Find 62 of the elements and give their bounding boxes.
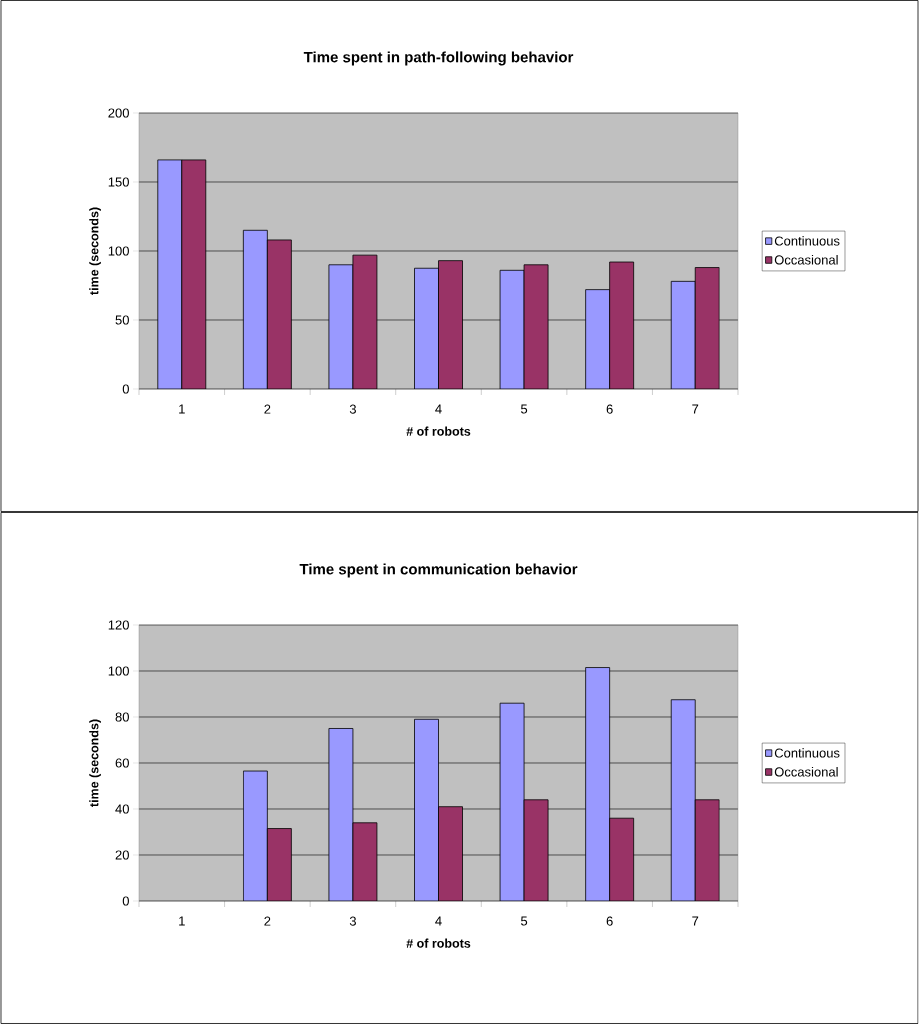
bar xyxy=(499,269,525,389)
bar xyxy=(585,289,611,389)
chart-title: Time spent in path-following behavior xyxy=(303,51,574,66)
bar xyxy=(266,239,292,389)
x-tick-label: 5 xyxy=(520,916,528,926)
bar xyxy=(438,260,463,389)
bar xyxy=(242,770,268,901)
x-axis-title: # of robots xyxy=(406,426,471,436)
y-tick-label: 80 xyxy=(115,712,129,722)
x-tick-label: 2 xyxy=(264,916,271,926)
bar xyxy=(609,817,635,901)
bar xyxy=(414,718,439,901)
bar xyxy=(328,728,354,901)
y-tick-label: 100 xyxy=(108,666,129,676)
x-tick-label: 6 xyxy=(606,404,613,414)
x-tick-label: 2 xyxy=(264,404,271,414)
y-tick-label: 50 xyxy=(115,315,129,325)
x-tick-label: 4 xyxy=(435,404,442,414)
x-tick-label: 6 xyxy=(606,916,613,926)
y-tick-label: 150 xyxy=(108,177,129,187)
bar xyxy=(499,702,525,901)
x-tick-label: 5 xyxy=(520,404,528,414)
bar xyxy=(181,159,207,389)
legend-label: Occasional xyxy=(774,254,838,265)
legend-label: Occasional xyxy=(774,766,838,777)
x-tick-label: 1 xyxy=(179,404,185,414)
y-tick-label: 120 xyxy=(108,620,129,630)
bar xyxy=(670,699,696,901)
y-tick-label: 0 xyxy=(122,896,129,906)
y-tick-label: 0 xyxy=(122,384,129,394)
bar xyxy=(414,267,439,389)
y-tick-label: 20 xyxy=(115,850,129,860)
y-tick-label: 200 xyxy=(108,108,129,118)
x-tick-label: 4 xyxy=(435,916,442,926)
bar xyxy=(157,159,183,389)
bar xyxy=(352,254,378,389)
bar xyxy=(523,264,549,389)
bar xyxy=(438,806,463,901)
x-tick-label: 1 xyxy=(179,916,185,926)
bar xyxy=(352,822,378,901)
bar xyxy=(242,229,268,389)
bar xyxy=(694,799,720,901)
y-tick-label: 100 xyxy=(108,246,129,256)
chart-title: Time spent in communication behavior xyxy=(299,563,578,578)
x-tick-label: 3 xyxy=(349,404,356,414)
y-tick-label: 60 xyxy=(115,758,129,768)
bar xyxy=(694,267,720,389)
bar xyxy=(609,261,635,389)
y-axis-title: time (seconds) xyxy=(89,207,101,295)
y-tick-label: 40 xyxy=(115,804,129,814)
bar xyxy=(328,264,354,389)
y-axis-title: time (seconds) xyxy=(89,719,101,807)
x-tick-label: 3 xyxy=(349,916,356,926)
x-tick-label: 7 xyxy=(692,916,699,926)
bar xyxy=(585,667,611,901)
bar xyxy=(670,280,696,389)
legend-label: Continuous xyxy=(774,236,840,246)
bar xyxy=(266,828,292,901)
x-tick-label: 7 xyxy=(692,404,699,414)
x-axis-title: # of robots xyxy=(406,938,471,948)
bar xyxy=(523,799,549,901)
legend-label: Continuous xyxy=(774,748,840,758)
